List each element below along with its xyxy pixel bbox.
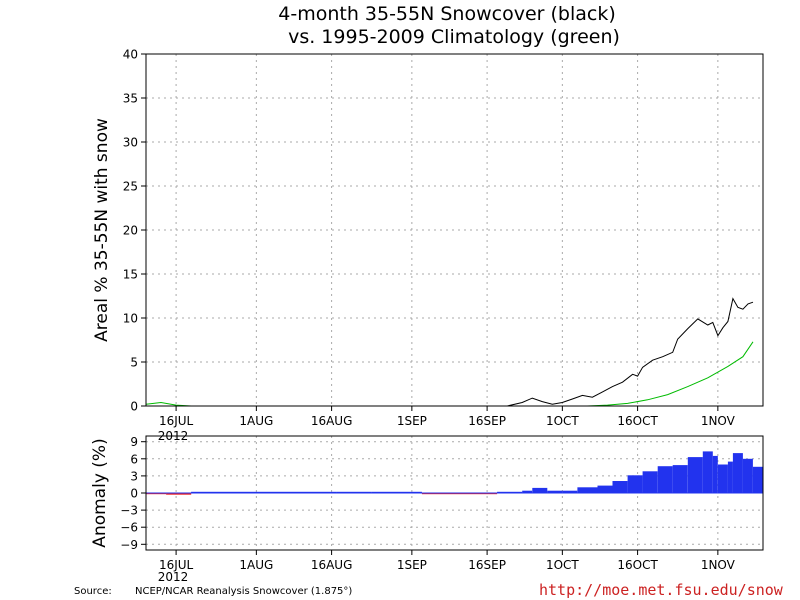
anomaly-bar: [532, 487, 548, 493]
anomaly-y-ticks: 9 6 3 0 −3 −6 −9: [120, 435, 146, 552]
y-tick-label: 15: [123, 268, 138, 282]
anomaly-bar: [717, 464, 728, 493]
anomaly-bar: [371, 491, 422, 493]
anomaly-bar: [742, 458, 753, 493]
source-text: NCEP/NCAR Reanalysis Snowcover (1.875°): [135, 586, 352, 597]
anomaly-bar: [547, 490, 563, 493]
anomaly-bar: [687, 457, 703, 493]
anomaly-bar: [497, 491, 523, 493]
y-tick-label: 25: [123, 180, 138, 194]
y-tick-label: −6: [120, 521, 138, 535]
y-tick-label: 35: [123, 92, 138, 106]
x-tick-label: 16OCT: [617, 558, 658, 572]
y-tick-label: −9: [120, 538, 138, 552]
anomaly-bar: [612, 481, 628, 493]
x-tick-label: 1NOV: [701, 414, 736, 428]
x-tick-label: 1AUG: [239, 558, 273, 572]
anomaly-bar: [642, 471, 658, 493]
anomaly-bar: [562, 490, 578, 493]
anomaly-plot-frame: [145, 435, 764, 551]
anomaly-bar: [657, 466, 673, 493]
x-tick-label: 1OCT: [546, 414, 579, 428]
x-tick-label: 16SEP: [468, 414, 506, 428]
main-grid: [146, 54, 763, 406]
anomaly-bar: [597, 485, 613, 493]
y-tick-label: 0: [130, 487, 138, 501]
anomaly-bar: [146, 493, 167, 495]
main-x-ticks: 16JUL 1AUG 16AUG 1SEP 16SEP 1OCT 16OCT 1NOV: [159, 406, 736, 428]
main-plot-frame: [145, 53, 764, 407]
main-y-ticks: 0 5 10 15 20 25 30 35 40: [123, 48, 146, 414]
anomaly-bar: [457, 493, 498, 495]
y-tick-label: 40: [123, 48, 138, 62]
x-tick-label: 1NOV: [701, 558, 736, 572]
chart-title-line2: vs. 1995-2009 Climatology (green): [288, 26, 620, 48]
anomaly-bar: [191, 491, 302, 493]
x-tick-label: 16JUL: [159, 558, 194, 572]
source-url[interactable]: http://moe.met.fsu.edu/snow: [539, 581, 784, 599]
anomaly-bar: [702, 451, 713, 493]
x-tick-label: 16AUG: [311, 558, 353, 572]
anomaly-bars: [146, 451, 763, 495]
anomaly-y-axis-label: Anomaly (%): [90, 438, 110, 547]
x-tick-label: 1OCT: [546, 558, 579, 572]
anomaly-bar: [166, 493, 192, 495]
x-tick-label: 1SEP: [397, 558, 427, 572]
source-label: Source:: [74, 586, 112, 597]
anomaly-bar: [577, 487, 598, 493]
y-tick-label: 6: [130, 452, 138, 466]
anomaly-bar: [712, 455, 718, 493]
y-tick-label: 3: [130, 469, 138, 483]
main-panel: 0 5 10 15 20 25 30 35 40 16JUL 1AUG 16AUG 1SEP 16SEP…: [92, 48, 764, 443]
y-tick-label: 9: [130, 435, 138, 449]
y-tick-label: −3: [120, 504, 138, 518]
anomaly-bar: [421, 493, 457, 495]
main-y-axis-label: Areal % 35-55N with snow: [92, 118, 112, 342]
anomaly-bar: [672, 465, 688, 493]
anomaly-bar: [522, 490, 533, 493]
y-tick-label: 0: [130, 400, 138, 414]
y-tick-label: 20: [123, 224, 138, 238]
anomaly-bar: [732, 453, 743, 493]
y-tick-label: 30: [123, 136, 138, 150]
anomaly-bar: [753, 466, 763, 493]
anomaly-x-ticks: 16JUL 1AUG 16AUG 1SEP 16SEP 1OCT 16OCT 1NOV: [159, 550, 736, 572]
x-tick-label: 1SEP: [397, 414, 427, 428]
x-tick-label: 16JUL: [159, 414, 194, 428]
y-tick-label: 5: [130, 356, 138, 370]
anomaly-bar: [301, 491, 337, 493]
main-series: [145, 297, 754, 407]
y-tick-label: 10: [123, 312, 138, 326]
x-tick-label: 16AUG: [311, 414, 353, 428]
x-tick-label: 16SEP: [468, 558, 506, 572]
anomaly-bar: [627, 475, 643, 493]
anomaly-year-label: 2012: [158, 570, 189, 584]
anomaly-bar: [727, 461, 733, 493]
x-tick-label: 1AUG: [239, 414, 273, 428]
anomaly-bar: [336, 491, 372, 493]
observed-series-line: [146, 297, 754, 407]
chart-title-line1: 4-month 35-55N Snowcover (black): [278, 3, 616, 25]
x-tick-label: 16OCT: [617, 414, 658, 428]
climatology-series-line: [145, 341, 754, 407]
